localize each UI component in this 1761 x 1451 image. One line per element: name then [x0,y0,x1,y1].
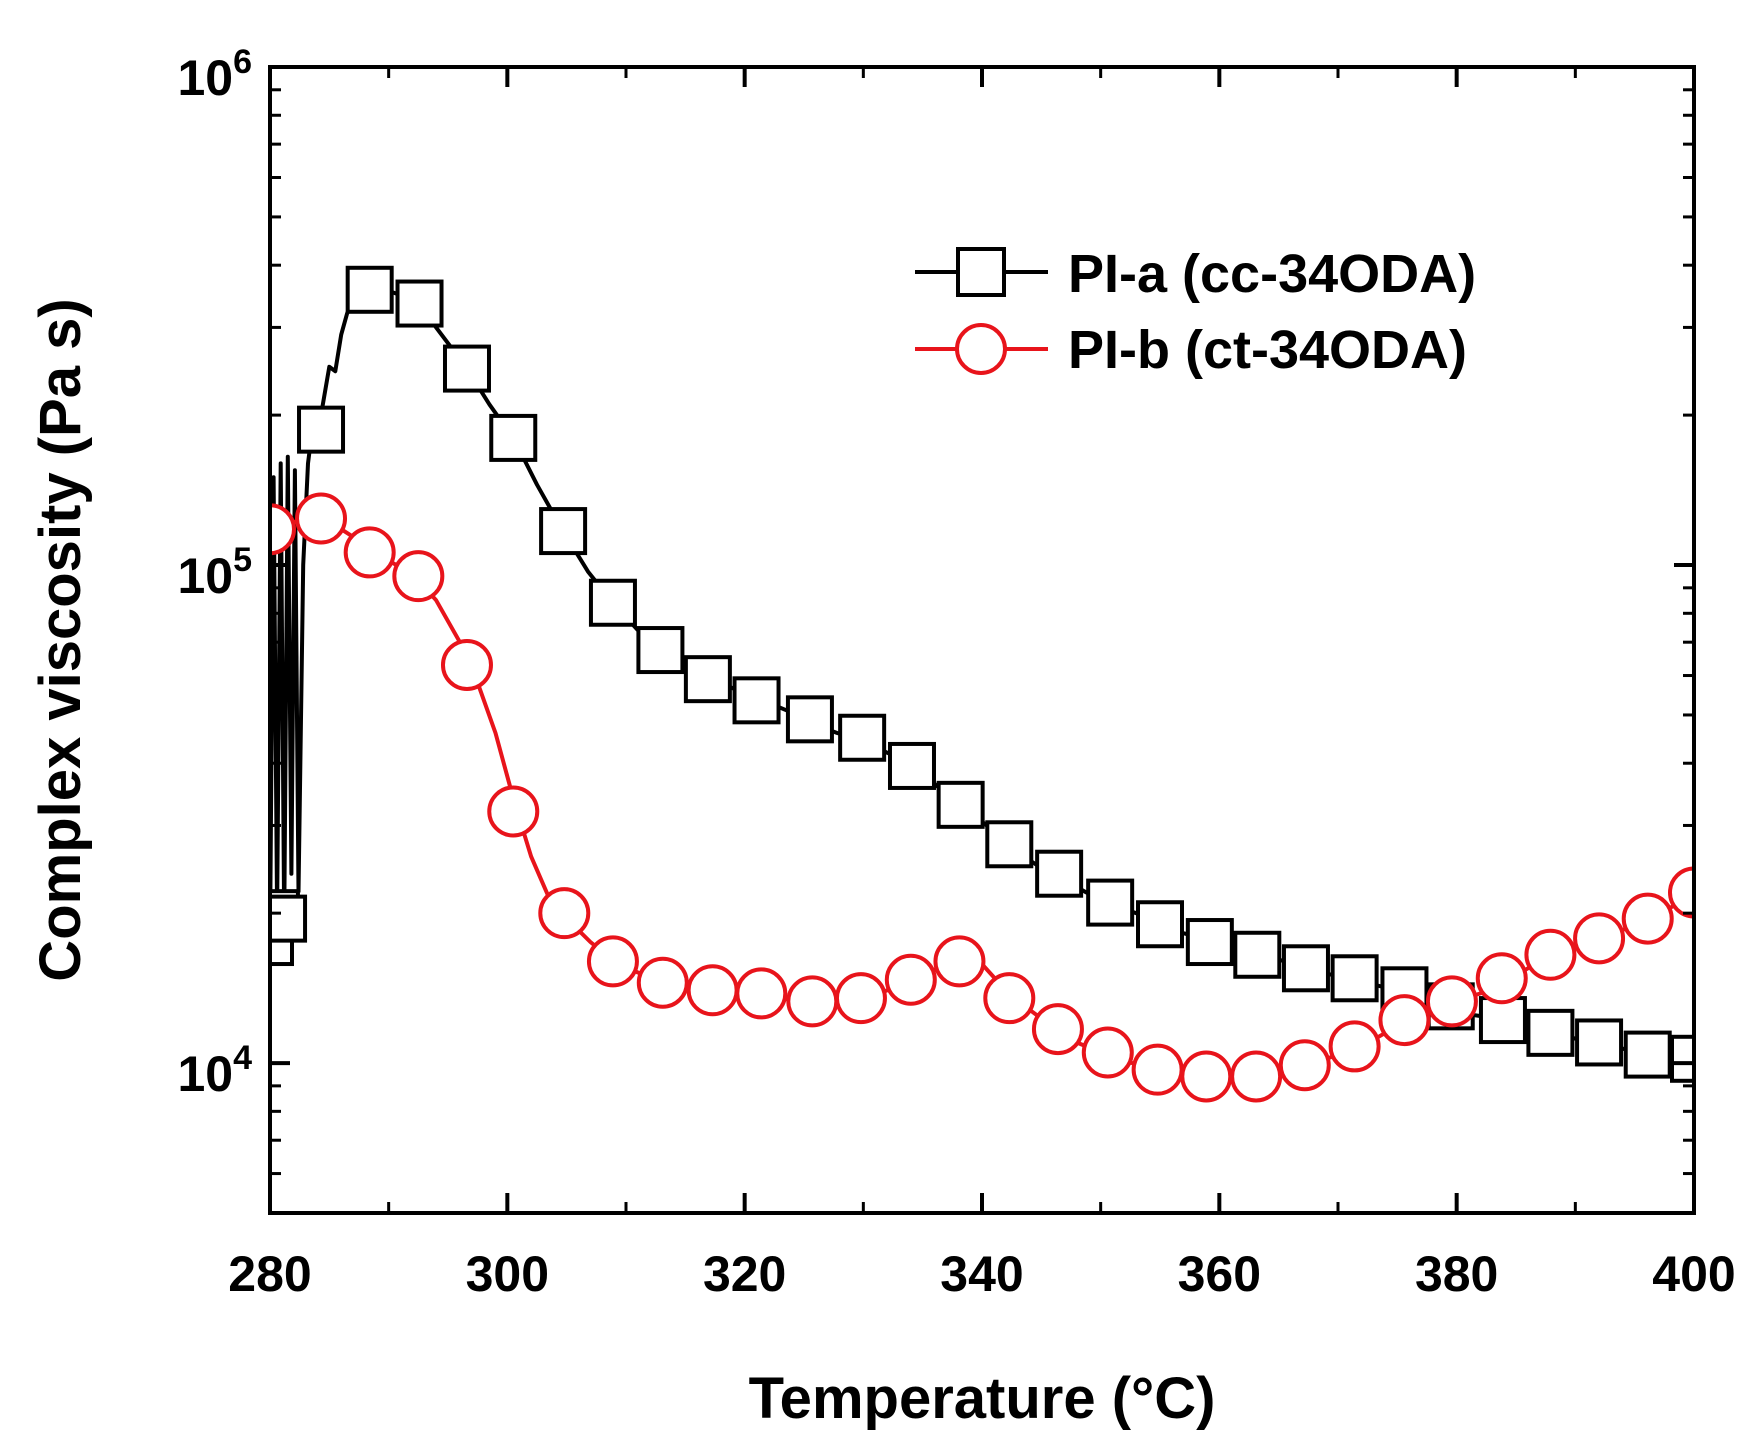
series-1-point [686,964,739,1017]
series-0-point [936,780,985,829]
series-0-point [785,695,834,744]
x-tick-label: 360 [1178,1246,1261,1302]
series-1-point [270,503,296,556]
legend-label-pi-a: PI-a (cc-34ODA) [1068,244,1476,304]
series-1-point [1475,952,1528,1005]
series-1-point [1180,1050,1233,1103]
series-0-point [985,820,1034,869]
y-tick-label: 105 [177,541,252,604]
series-0-point [395,279,444,328]
legend: PI-a (cc-34ODA) PI-b (ct-34ODA) [915,244,1476,380]
x-axis: 280 300 320 340 360 380 400 [228,67,1736,1302]
series-1-point [983,972,1036,1025]
legend-marker-pi-b [955,323,1007,375]
series-1-point [1524,928,1577,981]
series-0-point [887,741,936,790]
series-0-point [1526,1008,1575,1057]
series-1-point [1573,912,1626,965]
series-1-point [1031,1003,1084,1056]
y-tick-label: 106 [177,43,252,106]
series-1-point [295,492,348,545]
series-0-point [489,413,538,462]
series-0-point [588,578,637,627]
series-0-point [345,265,394,314]
series-1-point [1131,1043,1184,1096]
series-1-point [834,972,887,1025]
series-1-point [636,956,689,1009]
series-0-point [297,405,346,454]
series-pi-b [270,492,1694,1103]
series-1-point [392,550,445,603]
series-0-point [1281,944,1330,993]
series-1-point [343,526,396,579]
series-0-point [1623,1030,1672,1079]
series-1-point [487,785,540,838]
series-0-point [539,507,588,556]
x-axis-title: Temperature (°C) [749,1366,1216,1431]
series-0-point [1670,1034,1694,1083]
x-tick-label: 380 [1415,1246,1498,1302]
plot-area [270,265,1694,1103]
series-1-point [1328,1020,1381,1073]
series-1-point [538,887,591,940]
series-0-point [1478,996,1527,1045]
series-1-point [1668,866,1694,919]
series-1-point [586,935,639,988]
series-1-point [1278,1039,1331,1092]
series-1-point [735,967,788,1020]
x-tick-label: 400 [1652,1246,1735,1302]
series-1-point [1230,1050,1283,1103]
series-0-point [683,655,732,704]
y-axis-title: Complex viscosity (Pa s) [28,298,93,981]
series-1-point [1425,975,1478,1028]
series-1-point [1621,892,1674,945]
series-0-point [1086,878,1135,927]
x-tick-label: 320 [703,1246,786,1302]
series-1-point [1378,994,1431,1047]
series-0-point [1575,1018,1624,1067]
legend-marker-pi-a [956,247,1006,297]
legend-label-pi-b: PI-b (ct-34ODA) [1068,320,1467,380]
series-pi-a [270,265,1694,1083]
series-1-point [786,975,839,1028]
x-tick-label: 340 [940,1246,1023,1302]
series-0-point [270,894,308,943]
series-0-point [1136,900,1184,949]
series-0-point [1233,930,1282,979]
series-0-point [1330,954,1379,1003]
series-1-point [440,638,493,691]
y-axis: 104 105 106 [177,43,1694,1215]
series-1-point [933,935,986,988]
series-0-point [1185,918,1234,967]
series-1-point [1081,1026,1134,1079]
series-0-point [1035,849,1084,898]
y-tick-label: 104 [177,1039,252,1102]
x-tick-label: 280 [228,1246,311,1302]
series-1-point [884,953,937,1006]
series-0-point [838,713,887,762]
series-0-point [442,344,491,393]
x-tick-label: 300 [466,1246,549,1302]
series-0-point [732,676,781,725]
series-0-point [636,626,685,675]
